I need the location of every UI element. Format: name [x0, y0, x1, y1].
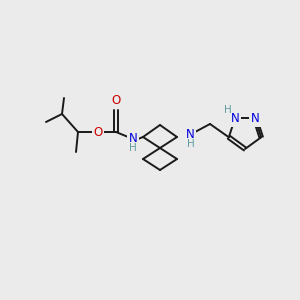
Text: N: N	[186, 128, 194, 140]
Text: O: O	[93, 125, 103, 139]
Text: N: N	[129, 133, 137, 146]
Text: N: N	[250, 112, 260, 125]
Text: H: H	[224, 105, 232, 115]
Text: H: H	[129, 143, 137, 153]
Text: N: N	[231, 112, 239, 125]
Text: O: O	[111, 94, 121, 107]
Text: H: H	[187, 139, 195, 149]
